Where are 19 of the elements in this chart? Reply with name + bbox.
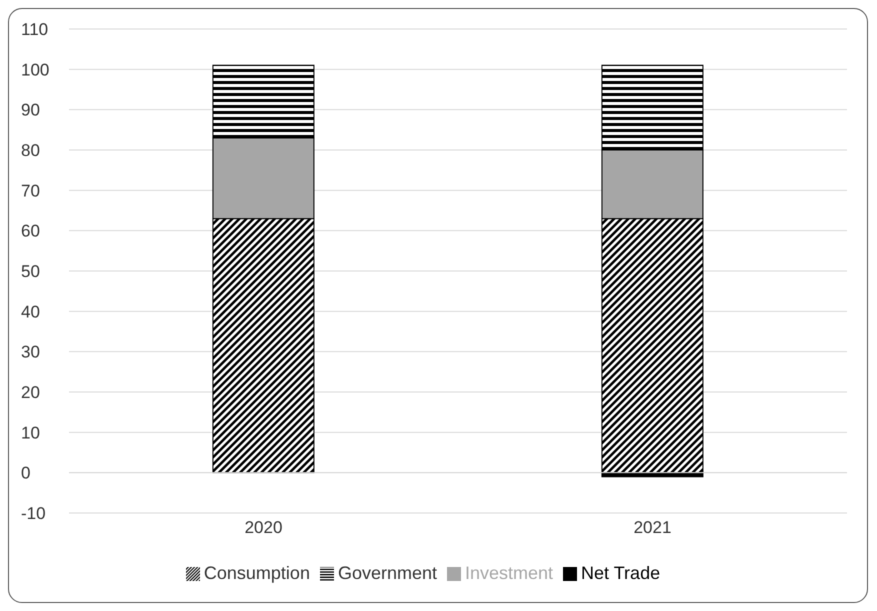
y-tick-label: 70 xyxy=(21,181,40,200)
y-tick-label: 30 xyxy=(21,342,40,362)
y-tick-label: 80 xyxy=(21,141,40,160)
y-tick-label: 50 xyxy=(21,262,40,282)
x-tick-label: 2021 xyxy=(634,518,672,538)
y-tick-label: 20 xyxy=(21,383,40,402)
y-tick-label: 40 xyxy=(21,302,40,322)
legend-label: Government xyxy=(338,563,437,583)
x-tick-label: 2020 xyxy=(244,518,282,538)
legend-label: Investment xyxy=(465,563,554,583)
y-tick-label: 100 xyxy=(21,60,50,80)
y-tick-label: 90 xyxy=(21,100,40,120)
y-tick-label: 110 xyxy=(21,20,48,40)
y-tick-label: -10 xyxy=(21,504,46,524)
legend-label: Net Trade xyxy=(581,563,660,583)
y-tick-label: 60 xyxy=(21,222,40,241)
y-tick-label: 10 xyxy=(21,423,40,442)
y-tick-label: 0 xyxy=(21,464,30,483)
legend-label: Consumption xyxy=(204,563,310,583)
